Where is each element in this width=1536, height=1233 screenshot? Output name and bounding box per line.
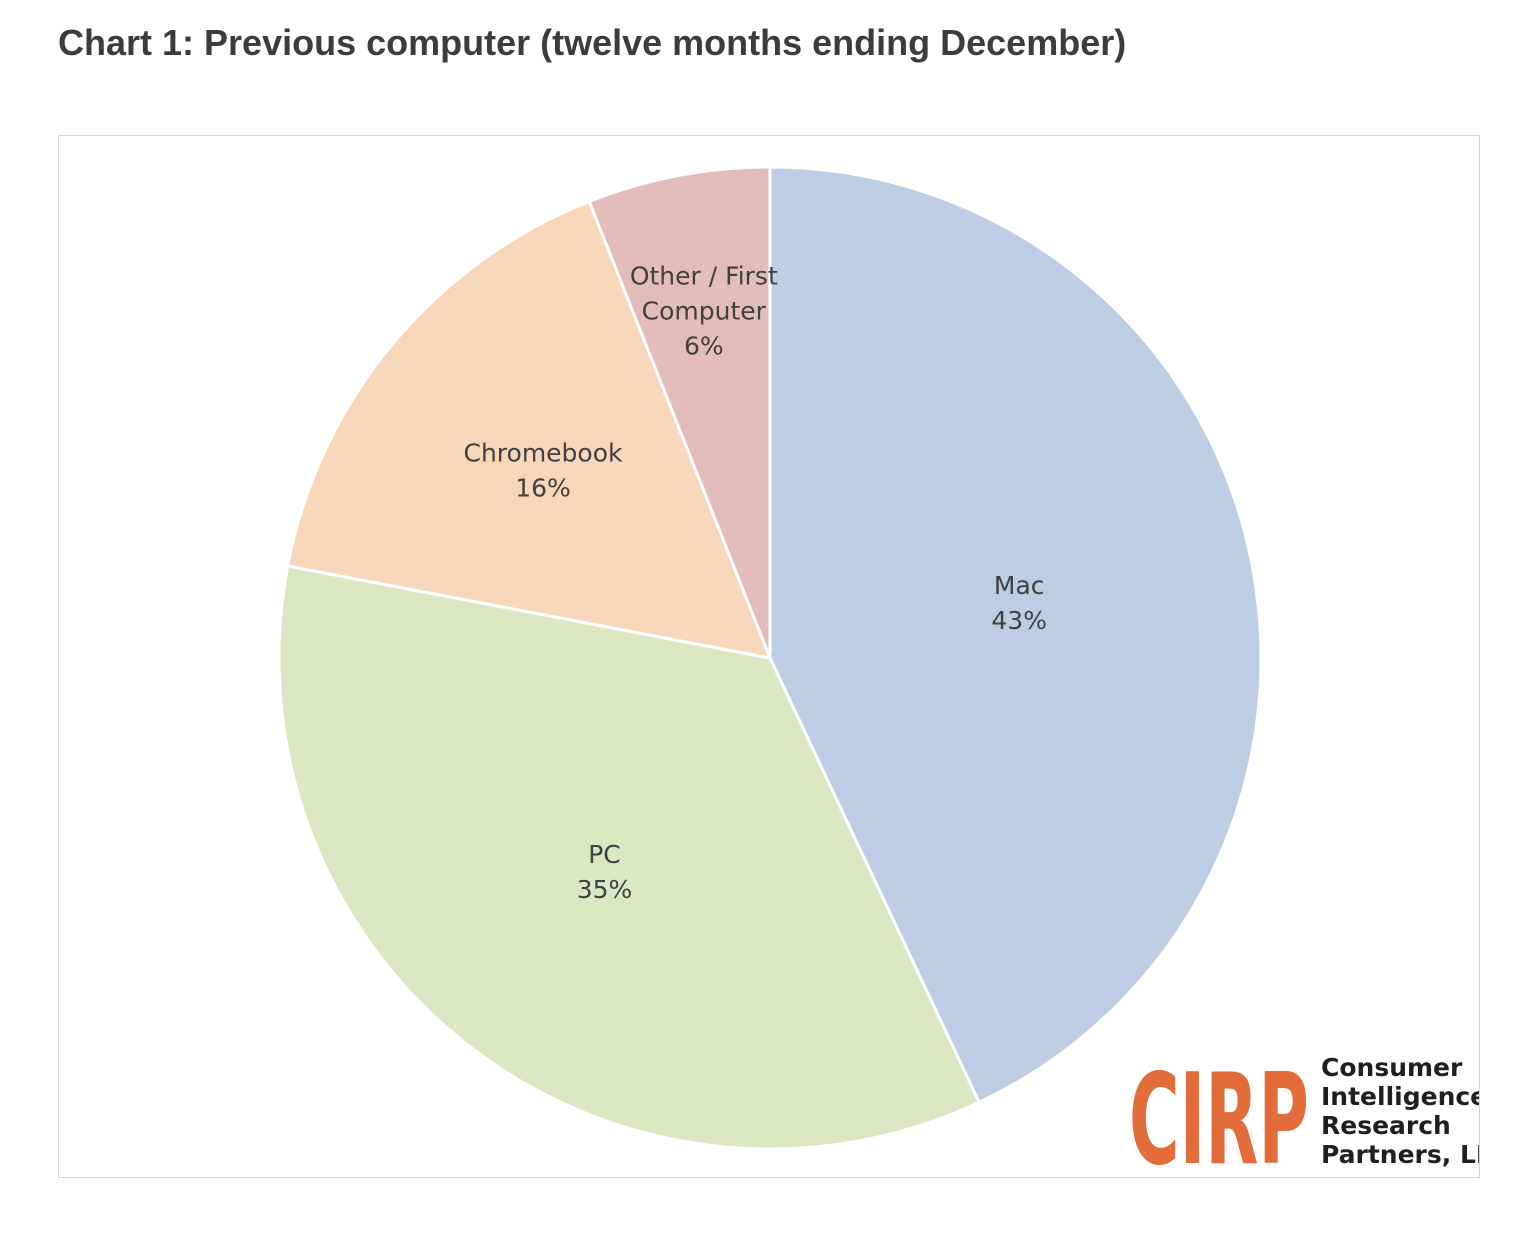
- pie-value-label: 6%: [684, 332, 724, 361]
- pie-category-label: Mac: [994, 571, 1045, 600]
- pie-category-label: Computer: [642, 297, 767, 326]
- pie-label-pc: PC 35%: [577, 840, 633, 904]
- pie-value-label: 35%: [577, 875, 633, 904]
- logo-line-1: Consumer: [1321, 1053, 1463, 1082]
- logo-mark: CIRP: [1129, 1046, 1309, 1177]
- pie-slices: [277, 165, 1263, 1151]
- pie-slice-mac: [768, 165, 1263, 1104]
- pie-label-chromebook: Chromebook 16%: [464, 439, 624, 503]
- pie-category-label: PC: [588, 840, 621, 869]
- pie-slice-other-first-computer: [587, 165, 772, 660]
- logo-line-4: Partners, LLC: [1321, 1140, 1479, 1169]
- logo-line-3: Research: [1321, 1111, 1451, 1140]
- pie-slice-chromebook: [286, 199, 772, 660]
- cirp-logo: CIRP Consumer Intelligence Research Part…: [1129, 1046, 1479, 1177]
- page-title: Chart 1: Previous computer (twelve month…: [58, 22, 1127, 63]
- pie-chart: Mac 43% PC 35% Chromebook 16% Other / First Com…: [277, 165, 1479, 1177]
- chart-frame: Mac 43% PC 35% Chromebook 16% Other / First Com…: [58, 135, 1480, 1178]
- pie-value-label: 16%: [515, 474, 571, 503]
- logo-line-2: Intelligence: [1321, 1082, 1479, 1111]
- pie-category-label: Other / First: [630, 262, 778, 291]
- pie-value-label: 43%: [991, 606, 1047, 635]
- pie-label-mac: Mac 43%: [991, 571, 1047, 635]
- pie-slice-pc: [277, 564, 981, 1151]
- pie-label-other-first-computer: Other / First Computer 6%: [630, 262, 778, 361]
- pie-category-label: Chromebook: [464, 439, 624, 468]
- pie-labels: Mac 43% PC 35% Chromebook 16% Other / First Com…: [464, 262, 1047, 904]
